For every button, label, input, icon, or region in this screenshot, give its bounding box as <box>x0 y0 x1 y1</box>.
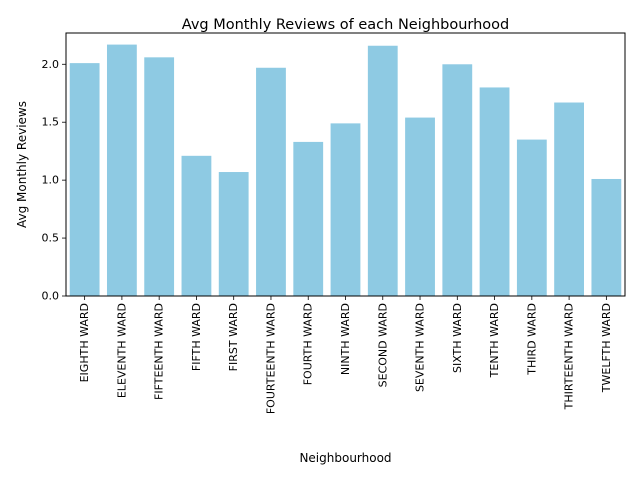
x-tick-label: SEVENTH WARD <box>414 303 427 392</box>
x-tick-label: SIXTH WARD <box>451 303 464 373</box>
bar <box>330 123 361 297</box>
y-tick-label: 1.0 <box>42 174 60 187</box>
x-tick-label: ELEVENTH WARD <box>115 303 128 398</box>
bar <box>256 67 286 296</box>
x-tick-label: FOURTH WARD <box>302 303 315 385</box>
x-tick-label: FIRST WARD <box>227 303 240 371</box>
bar <box>367 45 398 296</box>
y-axis: 0.0 0.5 1.0 1.5 2.0 <box>42 58 66 303</box>
plot-frame <box>65 32 626 297</box>
x-tick-label: NINTH WARD <box>339 303 352 375</box>
chart-title: Avg Monthly Reviews of each Neighbourhoo… <box>182 17 510 33</box>
x-tick-label: TWELFTH WARD <box>600 303 613 393</box>
x-axis-label: Neighbourhood <box>299 451 391 465</box>
x-tick-label: TENTH WARD <box>488 303 501 378</box>
x-tick-label: EIGHTH WARD <box>78 303 91 382</box>
bar <box>69 63 100 297</box>
x-tick-label: FOURTEENTH WARD <box>264 303 277 414</box>
x-tick-label: FIFTEENTH WARD <box>153 303 166 400</box>
bar <box>181 155 212 296</box>
x-tick-label: THIRTEENTH WARD <box>563 303 576 410</box>
y-tick-label: 1.5 <box>42 116 60 129</box>
bar <box>516 139 547 296</box>
bar <box>479 87 510 296</box>
bar <box>442 64 473 296</box>
x-tick-label: FIFTH WARD <box>190 303 203 371</box>
bar <box>106 44 137 297</box>
bar <box>591 178 622 296</box>
x-tick-label: THIRD WARD <box>525 303 538 376</box>
y-tick-label: 0.0 <box>42 290 60 303</box>
bar <box>405 117 435 296</box>
y-tick-label: 0.5 <box>42 232 60 245</box>
x-tick-label: SECOND WARD <box>376 303 389 387</box>
bar <box>218 172 249 296</box>
bar <box>144 57 175 296</box>
bar <box>293 141 324 296</box>
y-axis-label: Avg Monthly Reviews <box>15 101 29 228</box>
bars-layer <box>69 44 622 297</box>
bar <box>554 102 584 297</box>
x-axis: EIGHTH WARD ELEVENTH WARD FIFTEENTH WARD FI… <box>78 296 613 414</box>
y-tick-label: 2.0 <box>42 58 60 71</box>
